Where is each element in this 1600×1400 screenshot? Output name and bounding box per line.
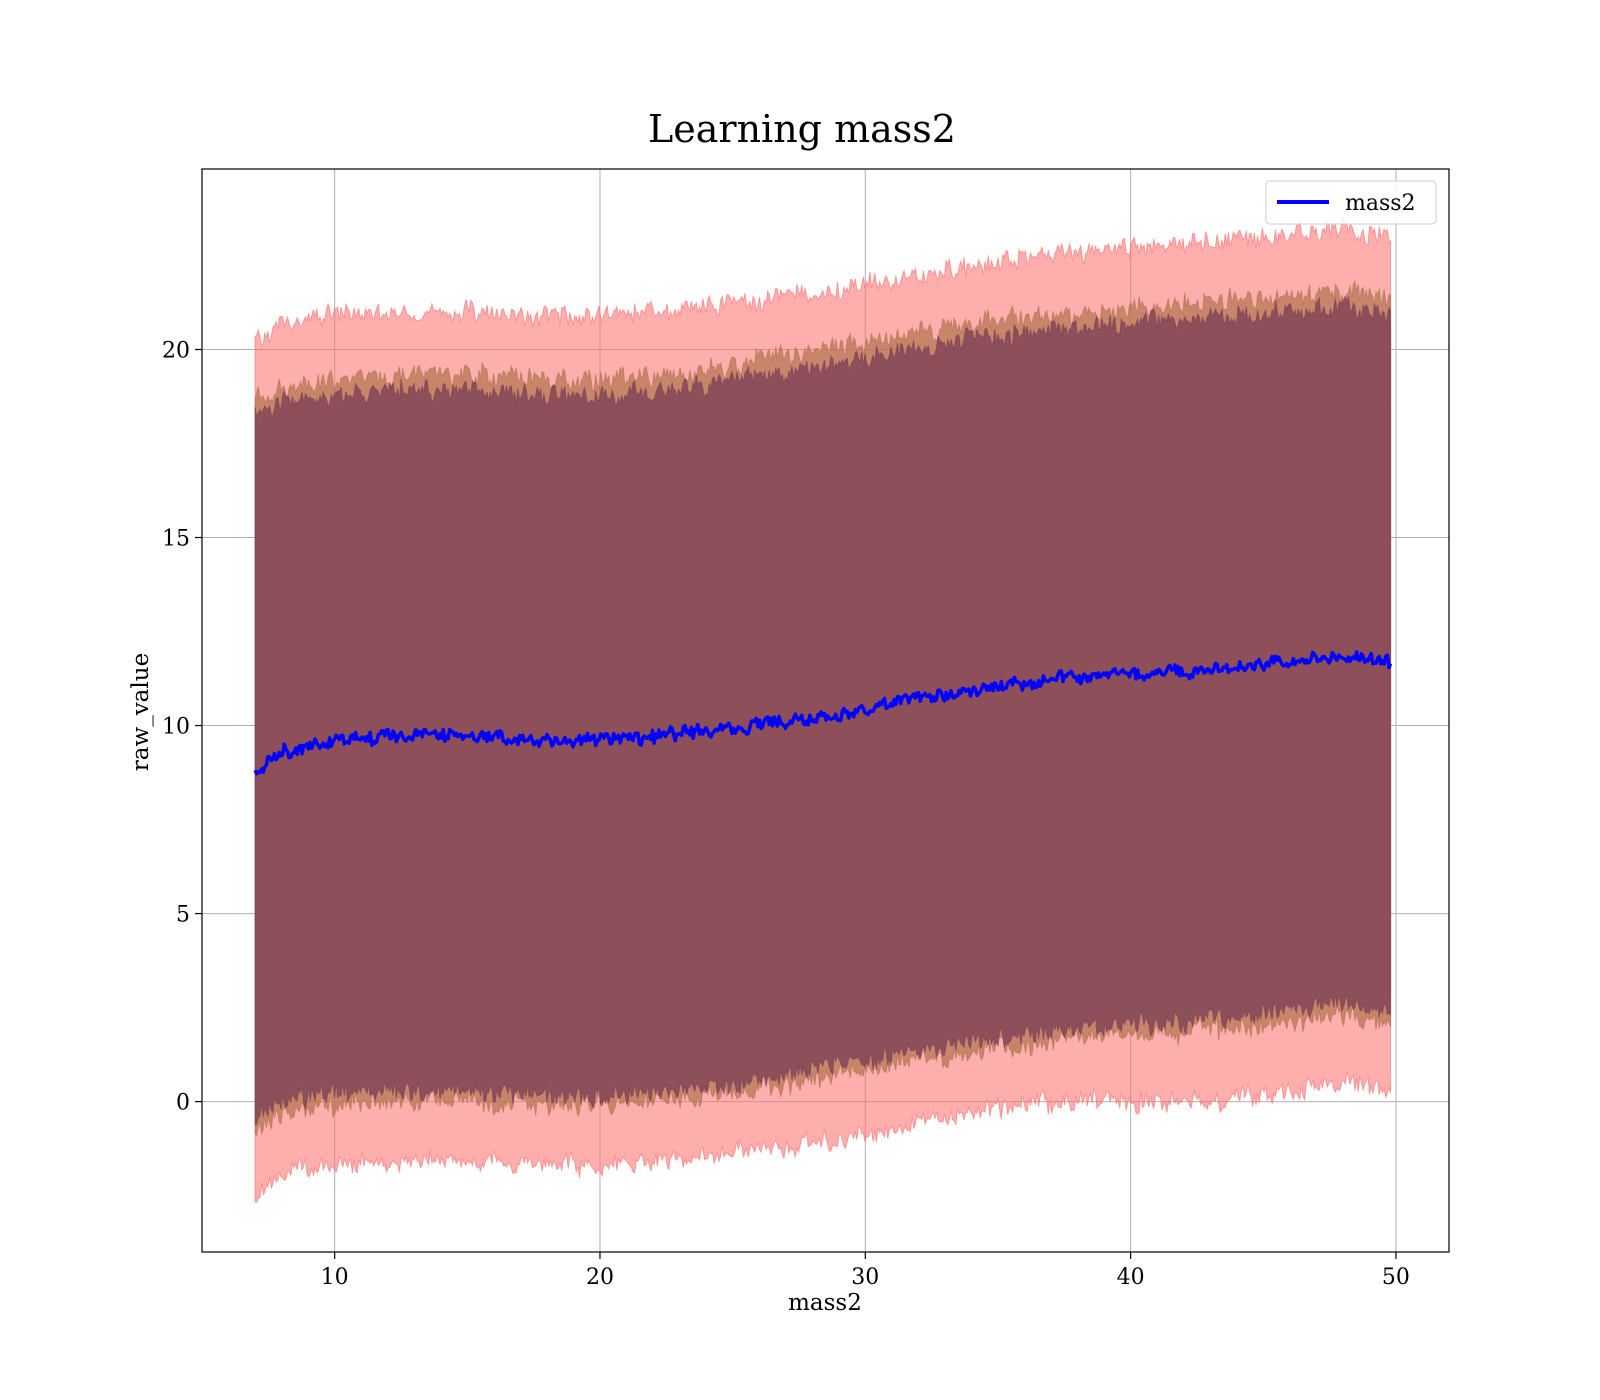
y-tick-label: 15 (162, 527, 190, 552)
inner-band (254, 294, 1392, 1126)
legend-label-mass2: mass2 (1345, 191, 1416, 216)
y-axis-label: raw_value (128, 653, 154, 771)
y-tick-label: 0 (176, 1091, 190, 1116)
x-tick-label: 50 (1382, 1265, 1410, 1290)
x-tick-label: 40 (1117, 1265, 1145, 1290)
chart-title: Learning mass2 (648, 107, 956, 151)
x-axis-label: mass2 (788, 1290, 862, 1316)
x-tick-label: 30 (851, 1265, 879, 1290)
legend: mass2 (1265, 180, 1437, 225)
plot-frame (201, 168, 1450, 1253)
legend-box (1265, 180, 1437, 225)
y-tick-label: 10 (162, 715, 190, 740)
series-line-mass2 (253, 650, 1393, 776)
lines-layer (253, 650, 1393, 776)
x-tick-label: 10 (321, 1265, 349, 1290)
ticks-layer: 10 20 30 40 50 0 5 10 15 20 (162, 339, 1410, 1291)
y-tick-label: 20 (162, 339, 190, 364)
y-tick-label: 5 (176, 903, 190, 928)
bands-layer (254, 218, 1392, 1203)
x-tick-label: 20 (586, 1265, 614, 1290)
